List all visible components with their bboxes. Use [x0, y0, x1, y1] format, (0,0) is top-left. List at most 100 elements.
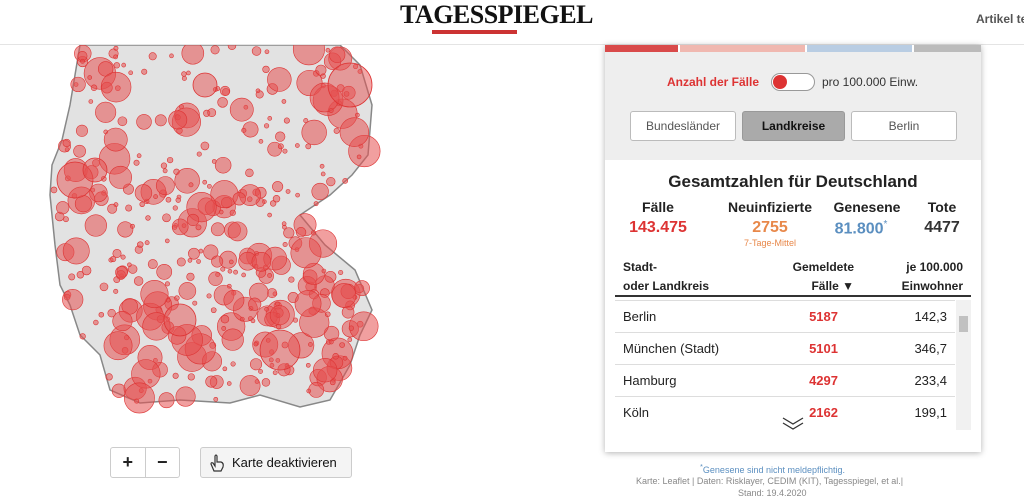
- bubble: [168, 110, 188, 130]
- tab[interactable]: [680, 45, 805, 52]
- bubble: [347, 337, 353, 343]
- bubble: [329, 379, 336, 386]
- button[interactable]: Landkreise: [742, 111, 845, 141]
- bubble: [148, 52, 157, 61]
- button[interactable]: Bundesländer: [630, 111, 736, 141]
- bubble: [213, 396, 219, 402]
- scrollbar[interactable]: [956, 300, 971, 430]
- bubble: [325, 47, 331, 53]
- bubble: [227, 268, 233, 274]
- bubble: [339, 117, 370, 147]
- bubble: [294, 290, 322, 317]
- zoom-in[interactable]: +: [111, 448, 146, 477]
- bubble: [200, 141, 210, 151]
- tab[interactable]: [807, 45, 912, 52]
- bubble: [210, 307, 217, 314]
- hand: [210, 454, 224, 472]
- bubble: [76, 270, 85, 279]
- table-row[interactable]: Berlin 5187 142,3: [615, 300, 955, 332]
- nav-link[interactable]: Artikel te: [976, 12, 1024, 26]
- zoom-out[interactable]: −: [156, 452, 168, 472]
- bubble: [133, 276, 144, 286]
- bubble: [267, 288, 278, 299]
- bubble: [158, 392, 175, 409]
- bubble: [164, 238, 170, 244]
- toggle-switch[interactable]: [771, 73, 815, 91]
- bubble: [210, 45, 220, 55]
- bubble: [308, 342, 313, 347]
- bubble: [272, 181, 284, 193]
- bubble: [258, 369, 263, 374]
- bubble: [319, 163, 325, 169]
- bubble: [328, 108, 334, 113]
- bubble: [164, 281, 170, 287]
- table-row[interactable]: München (Stadt) 5101 346,7: [615, 332, 955, 364]
- tab[interactable]: [605, 45, 678, 52]
- toggle-label[interactable]: pro 100.000 Einw.: [822, 75, 919, 89]
- bubble: [239, 375, 261, 396]
- bubble: [140, 280, 169, 309]
- bubble: [198, 248, 204, 254]
- scroll-thumb[interactable]: [959, 316, 968, 332]
- bubble: [137, 241, 144, 248]
- col-header[interactable]: Fälle ▼: [811, 279, 854, 293]
- toggle-label[interactable]: Anzahl der Fälle: [667, 75, 760, 89]
- tab[interactable]: [914, 45, 981, 52]
- case-count: 2162: [809, 405, 838, 420]
- bubble: [82, 157, 108, 183]
- bubble: [229, 209, 236, 216]
- bubble: [321, 268, 327, 274]
- bubble: [229, 97, 254, 122]
- bubble: [128, 70, 133, 76]
- bubble: [285, 189, 291, 194]
- bubble: [305, 362, 311, 368]
- bubble: [186, 70, 191, 76]
- date: Stand: 19.4.2020: [738, 488, 807, 498]
- bubble: [218, 209, 224, 215]
- per-capita: 142,3: [914, 309, 947, 324]
- button-text: Karte deaktivieren: [232, 455, 337, 470]
- button[interactable]: Berlin: [851, 111, 957, 141]
- per-capita: 233,4: [914, 373, 947, 388]
- scroll-down-icon[interactable]: [781, 415, 805, 431]
- logo[interactable]: TAGESSPIEGEL: [400, 0, 593, 29]
- bubble: [259, 329, 301, 371]
- map[interactable]: [0, 45, 600, 415]
- bubble: [136, 153, 142, 159]
- bubble: [207, 183, 212, 189]
- bubble: [181, 45, 205, 65]
- bubble: [181, 71, 187, 77]
- bubble: [202, 179, 208, 185]
- header-rule: [615, 295, 971, 297]
- footnote-mark: *: [883, 219, 888, 230]
- bubble: [267, 67, 292, 92]
- case-count: 5101: [809, 341, 838, 356]
- bubble: [186, 272, 195, 281]
- bubble: [233, 269, 238, 275]
- bubble: [220, 85, 231, 97]
- case-bubbles: [50, 45, 381, 414]
- logo-bar: [432, 30, 517, 34]
- stat-value-text: 81.800: [834, 220, 884, 238]
- bubble: [113, 54, 118, 60]
- bubble: [187, 373, 195, 381]
- deactivate-button[interactable]: Karte deaktivieren: [200, 447, 352, 478]
- bubble: [169, 53, 174, 59]
- table-row[interactable]: Köln 2162 199,1: [615, 396, 955, 428]
- bubble: [120, 254, 126, 260]
- bubble: [115, 266, 128, 279]
- bubble: [275, 301, 280, 307]
- bubble: [75, 124, 88, 137]
- bubble: [110, 256, 117, 263]
- bubble: [214, 156, 232, 174]
- bubble: [241, 272, 246, 278]
- bubble: [195, 224, 202, 231]
- table-body[interactable]: Berlin 5187 142,3 München (Stadt) 5101 346,7 H…: [605, 300, 981, 428]
- bubble: [310, 230, 317, 236]
- bubble: [100, 71, 132, 103]
- bubble: [174, 168, 200, 194]
- bubble: [192, 300, 198, 306]
- table-row[interactable]: Hamburg 4297 233,4: [615, 364, 955, 396]
- bubble: [313, 201, 319, 207]
